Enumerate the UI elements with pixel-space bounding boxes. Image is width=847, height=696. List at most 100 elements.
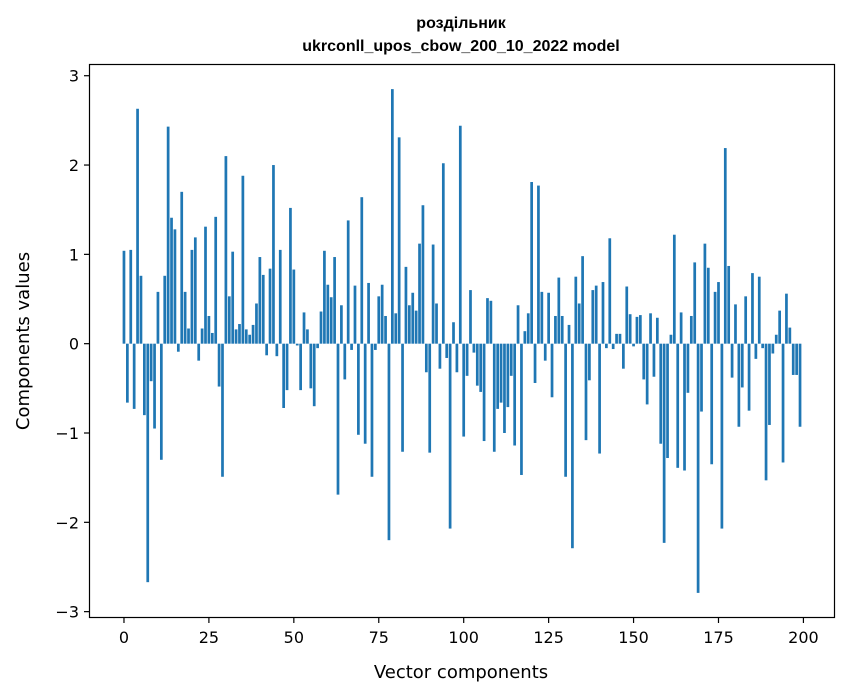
bar	[594, 285, 598, 344]
bar	[231, 251, 235, 344]
bar	[407, 305, 411, 344]
x-tick-label: 125	[533, 628, 564, 647]
bar	[214, 216, 218, 344]
bar	[265, 343, 269, 356]
bar	[754, 343, 758, 359]
bar	[492, 343, 496, 452]
bar	[567, 324, 571, 344]
bar	[788, 327, 792, 344]
bar	[418, 243, 421, 344]
bar	[730, 343, 734, 378]
bar	[581, 256, 584, 344]
bar	[173, 229, 177, 344]
bar	[791, 343, 795, 375]
bar	[306, 329, 309, 344]
bar	[543, 343, 547, 361]
bar	[312, 343, 316, 407]
bar	[275, 343, 279, 357]
bar	[703, 243, 707, 344]
y-tick-label: 1	[69, 245, 79, 264]
bar	[217, 343, 221, 387]
bar	[689, 315, 693, 344]
bar	[547, 292, 550, 344]
bar	[302, 312, 306, 344]
x-tick-label: 175	[703, 628, 734, 647]
bar	[333, 257, 336, 344]
bar	[221, 343, 224, 477]
bar	[187, 328, 190, 344]
bar	[234, 329, 238, 344]
x-tick-label: 25	[199, 628, 219, 647]
bar	[149, 343, 153, 382]
bar	[537, 185, 540, 344]
x-tick-label: 200	[788, 628, 819, 647]
chart-title: роздільник	[416, 15, 506, 32]
bar	[142, 343, 146, 416]
bar	[747, 343, 751, 411]
bar	[642, 343, 646, 380]
bar	[740, 343, 744, 388]
y-axis-label: Components values	[13, 252, 34, 430]
bar	[577, 303, 581, 344]
bar	[679, 312, 683, 344]
bar	[523, 331, 527, 344]
bar	[255, 303, 258, 344]
bar	[404, 266, 408, 344]
bar	[261, 274, 265, 344]
bar	[204, 226, 207, 344]
bar	[669, 334, 673, 344]
bar	[353, 285, 357, 344]
bar	[326, 284, 330, 344]
bar	[520, 343, 523, 475]
bar	[238, 324, 241, 344]
bar	[183, 291, 187, 344]
bar	[285, 343, 289, 391]
bar	[329, 297, 333, 344]
bar	[588, 343, 591, 381]
bar	[550, 343, 554, 398]
bar	[778, 310, 782, 344]
bar	[367, 282, 370, 344]
bar	[472, 343, 476, 353]
bar	[601, 282, 605, 344]
bar	[686, 343, 690, 393]
bar	[530, 182, 534, 344]
bar	[516, 305, 520, 344]
bar	[159, 343, 163, 460]
bar	[713, 291, 717, 344]
bar	[659, 343, 663, 444]
bar	[316, 343, 319, 349]
bar	[384, 315, 387, 344]
bar	[465, 343, 469, 376]
bar	[509, 343, 513, 376]
bar	[540, 291, 544, 344]
bar	[224, 156, 228, 344]
bar	[156, 291, 160, 344]
bar	[625, 286, 629, 344]
bar	[166, 126, 170, 344]
bar	[397, 137, 401, 344]
bar	[248, 334, 252, 344]
x-tick-label: 150	[618, 628, 649, 647]
bar	[455, 343, 459, 373]
bar	[662, 343, 666, 543]
bar	[628, 314, 632, 344]
bar	[591, 290, 595, 344]
bar	[469, 290, 472, 344]
bar	[438, 343, 442, 369]
bar	[574, 276, 578, 344]
bar	[676, 343, 680, 468]
bar	[278, 249, 282, 344]
bar	[771, 343, 775, 354]
bar	[360, 197, 364, 344]
bar	[571, 343, 574, 549]
bar	[411, 292, 415, 344]
plot-frame	[88, 63, 836, 619]
bar	[258, 257, 262, 344]
bar	[652, 343, 656, 377]
bar	[421, 205, 425, 344]
bar	[757, 276, 761, 344]
bar	[299, 343, 302, 391]
x-tick-label: 100	[448, 628, 479, 647]
bar	[734, 304, 737, 344]
